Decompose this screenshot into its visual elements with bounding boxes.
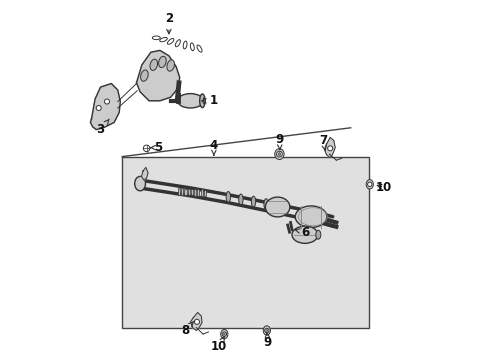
Ellipse shape — [291, 226, 317, 243]
Text: 2: 2 — [164, 12, 173, 34]
Text: 8: 8 — [181, 321, 194, 337]
Circle shape — [264, 328, 268, 333]
Bar — [190, 189, 193, 195]
Polygon shape — [190, 312, 202, 330]
Bar — [187, 189, 189, 195]
Circle shape — [327, 146, 332, 151]
Circle shape — [277, 153, 280, 156]
Circle shape — [367, 182, 371, 186]
Ellipse shape — [150, 59, 157, 71]
Bar — [197, 189, 199, 196]
Ellipse shape — [225, 192, 230, 202]
Circle shape — [96, 105, 101, 111]
Circle shape — [104, 99, 109, 104]
Bar — [203, 190, 205, 196]
Bar — [194, 189, 196, 195]
Ellipse shape — [190, 43, 194, 51]
Ellipse shape — [175, 40, 180, 47]
Ellipse shape — [220, 329, 227, 339]
Ellipse shape — [238, 194, 243, 205]
Bar — [181, 188, 183, 195]
Ellipse shape — [177, 94, 203, 108]
Ellipse shape — [251, 196, 255, 207]
Bar — [200, 189, 203, 196]
Text: 9: 9 — [275, 133, 284, 149]
Ellipse shape — [295, 206, 326, 228]
Ellipse shape — [263, 326, 270, 335]
Text: 9: 9 — [263, 333, 271, 349]
Ellipse shape — [166, 60, 174, 71]
Ellipse shape — [265, 197, 289, 217]
Ellipse shape — [199, 94, 204, 108]
Text: 5: 5 — [150, 141, 162, 154]
FancyBboxPatch shape — [122, 157, 368, 328]
Bar — [178, 188, 180, 195]
Circle shape — [265, 329, 267, 332]
Ellipse shape — [167, 39, 174, 44]
Text: 10: 10 — [375, 181, 391, 194]
Polygon shape — [136, 50, 179, 101]
Polygon shape — [324, 138, 335, 158]
Polygon shape — [90, 84, 120, 130]
Ellipse shape — [158, 56, 166, 68]
Circle shape — [223, 333, 225, 335]
Circle shape — [276, 151, 282, 157]
Ellipse shape — [315, 230, 320, 239]
Circle shape — [143, 145, 149, 152]
Ellipse shape — [203, 98, 205, 104]
Ellipse shape — [141, 70, 148, 81]
Ellipse shape — [366, 180, 373, 189]
Bar — [184, 189, 186, 195]
Ellipse shape — [197, 45, 202, 52]
Text: 3: 3 — [96, 119, 109, 136]
Ellipse shape — [274, 149, 284, 159]
Ellipse shape — [160, 37, 167, 42]
Text: 6: 6 — [295, 226, 309, 239]
Ellipse shape — [264, 199, 268, 210]
Circle shape — [222, 332, 226, 336]
Text: 1: 1 — [202, 94, 218, 107]
Circle shape — [194, 319, 199, 324]
Text: 4: 4 — [209, 139, 218, 155]
Text: 7: 7 — [318, 134, 326, 150]
Ellipse shape — [152, 36, 160, 40]
Polygon shape — [141, 167, 148, 180]
Ellipse shape — [183, 41, 186, 49]
Text: 10: 10 — [211, 337, 227, 353]
Ellipse shape — [134, 176, 145, 191]
